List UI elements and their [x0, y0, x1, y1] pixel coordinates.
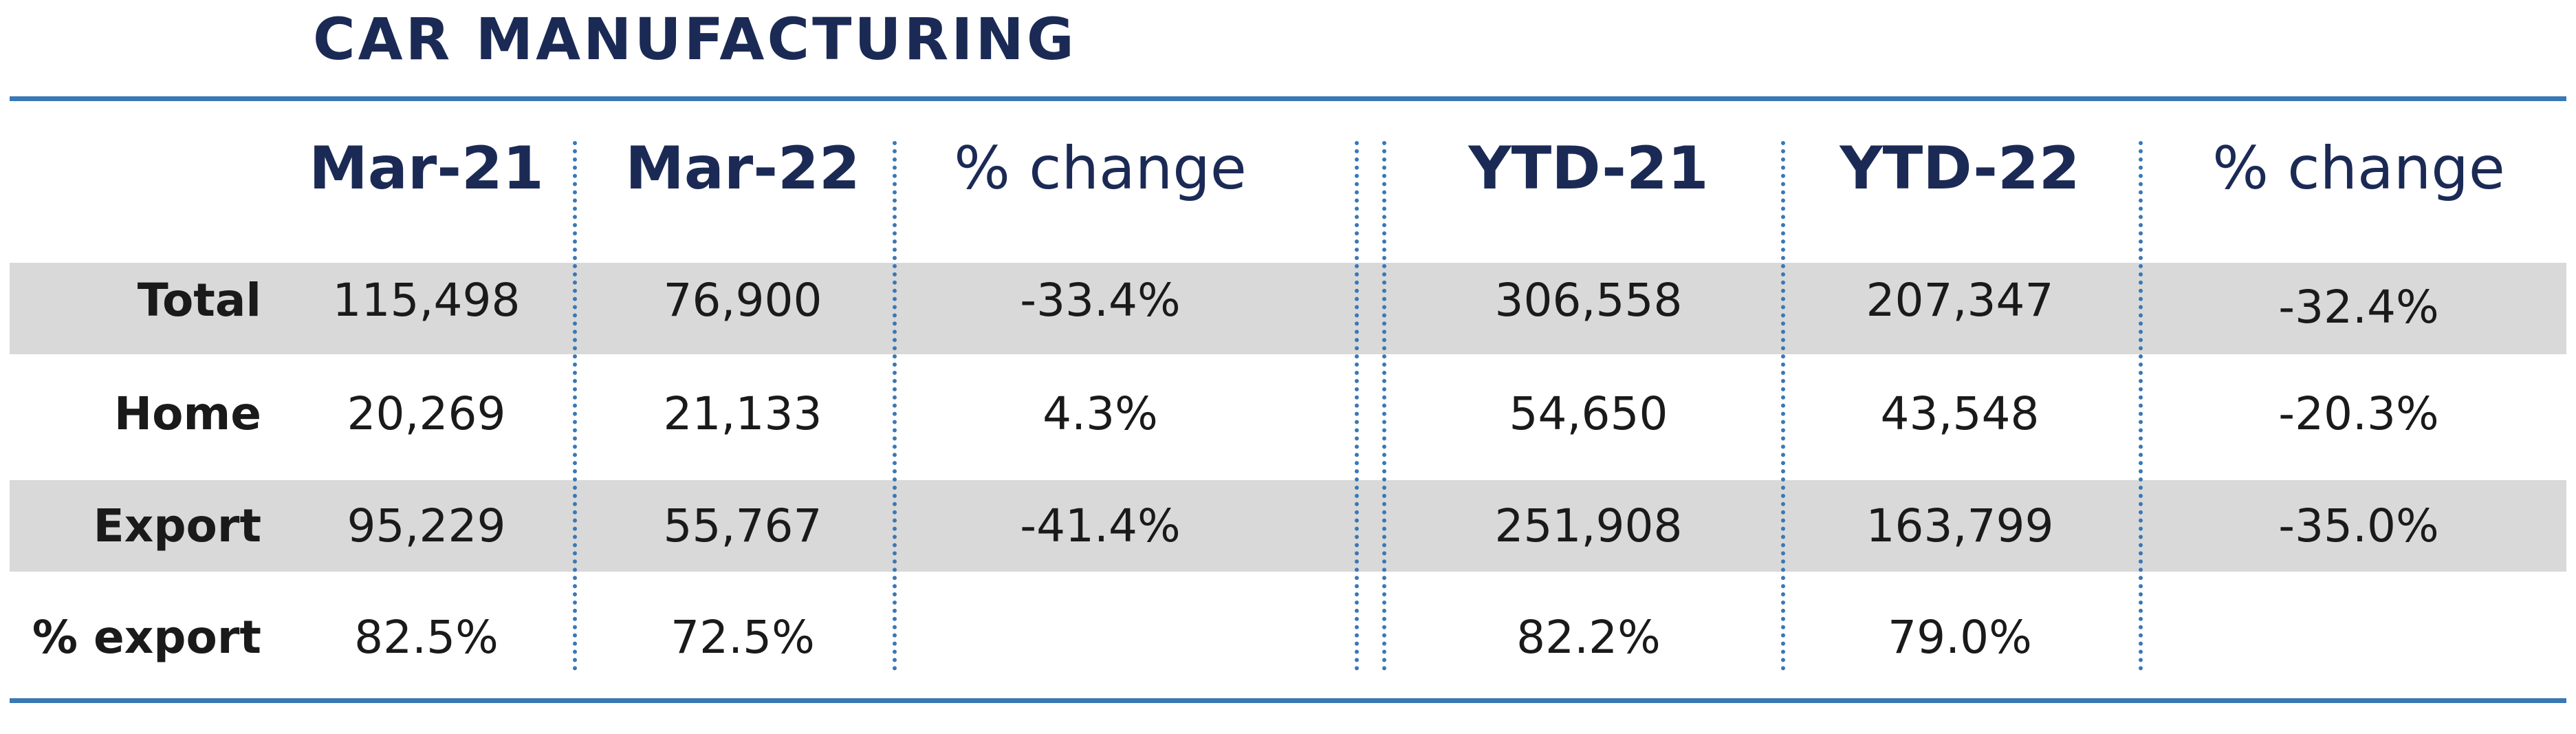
table-cell: 82.2%: [1516, 611, 1661, 664]
row-label: % export: [32, 611, 261, 664]
table-cell: 251,908: [1494, 499, 1683, 552]
table-cell: -41.4%: [1020, 499, 1181, 552]
top-rule: [10, 96, 2566, 101]
col-header-pct-change-ytd: % change: [2212, 134, 2505, 203]
table-cell: -20.3%: [2278, 387, 2439, 440]
table-cell: 4.3%: [1043, 387, 1158, 440]
table-cell: 43,548: [1880, 387, 2040, 440]
row-label: Export: [93, 499, 261, 552]
table-cell: 54,650: [1509, 387, 1668, 440]
table-cell: 82.5%: [354, 611, 499, 664]
column-divider: [1382, 141, 1386, 671]
col-header-mar-21: Mar-21: [309, 134, 544, 203]
table-cell: 115,498: [332, 274, 521, 327]
col-header-pct-change-month: % change: [954, 134, 1247, 203]
table-cell: 306,558: [1494, 274, 1683, 327]
column-divider: [1355, 141, 1359, 671]
table-cell: 55,767: [663, 499, 822, 552]
table-cell: 207,347: [1866, 274, 2054, 327]
table-title: CAR MANUFACTURING: [313, 6, 1077, 73]
table-cell: -33.4%: [1020, 274, 1181, 327]
row-label: Total: [137, 274, 261, 327]
column-divider: [573, 141, 577, 671]
table-cell: [2159, 592, 2558, 683]
table-cell: 95,229: [347, 499, 506, 552]
col-header-ytd-21: YTD-21: [1468, 134, 1709, 203]
col-header-ytd-22: YTD-22: [1840, 134, 2080, 203]
table-cell: 79.0%: [1888, 611, 2032, 664]
table-cell: 20,269: [347, 387, 506, 440]
table-cell: 76,900: [663, 274, 822, 327]
bottom-rule: [10, 698, 2566, 703]
table-cell: 21,133: [663, 387, 822, 440]
table-cell: -35.0%: [2278, 499, 2439, 552]
table-cell: 72.5%: [670, 611, 815, 664]
table-cell: 163,799: [1866, 499, 2054, 552]
table-cell: -32.4%: [2278, 281, 2439, 334]
column-divider: [2139, 141, 2143, 671]
row-label: Home: [113, 387, 261, 440]
col-header-mar-22: Mar-22: [625, 134, 860, 203]
column-divider: [893, 141, 897, 671]
column-divider: [1781, 141, 1785, 671]
table-cell: [908, 592, 1293, 683]
